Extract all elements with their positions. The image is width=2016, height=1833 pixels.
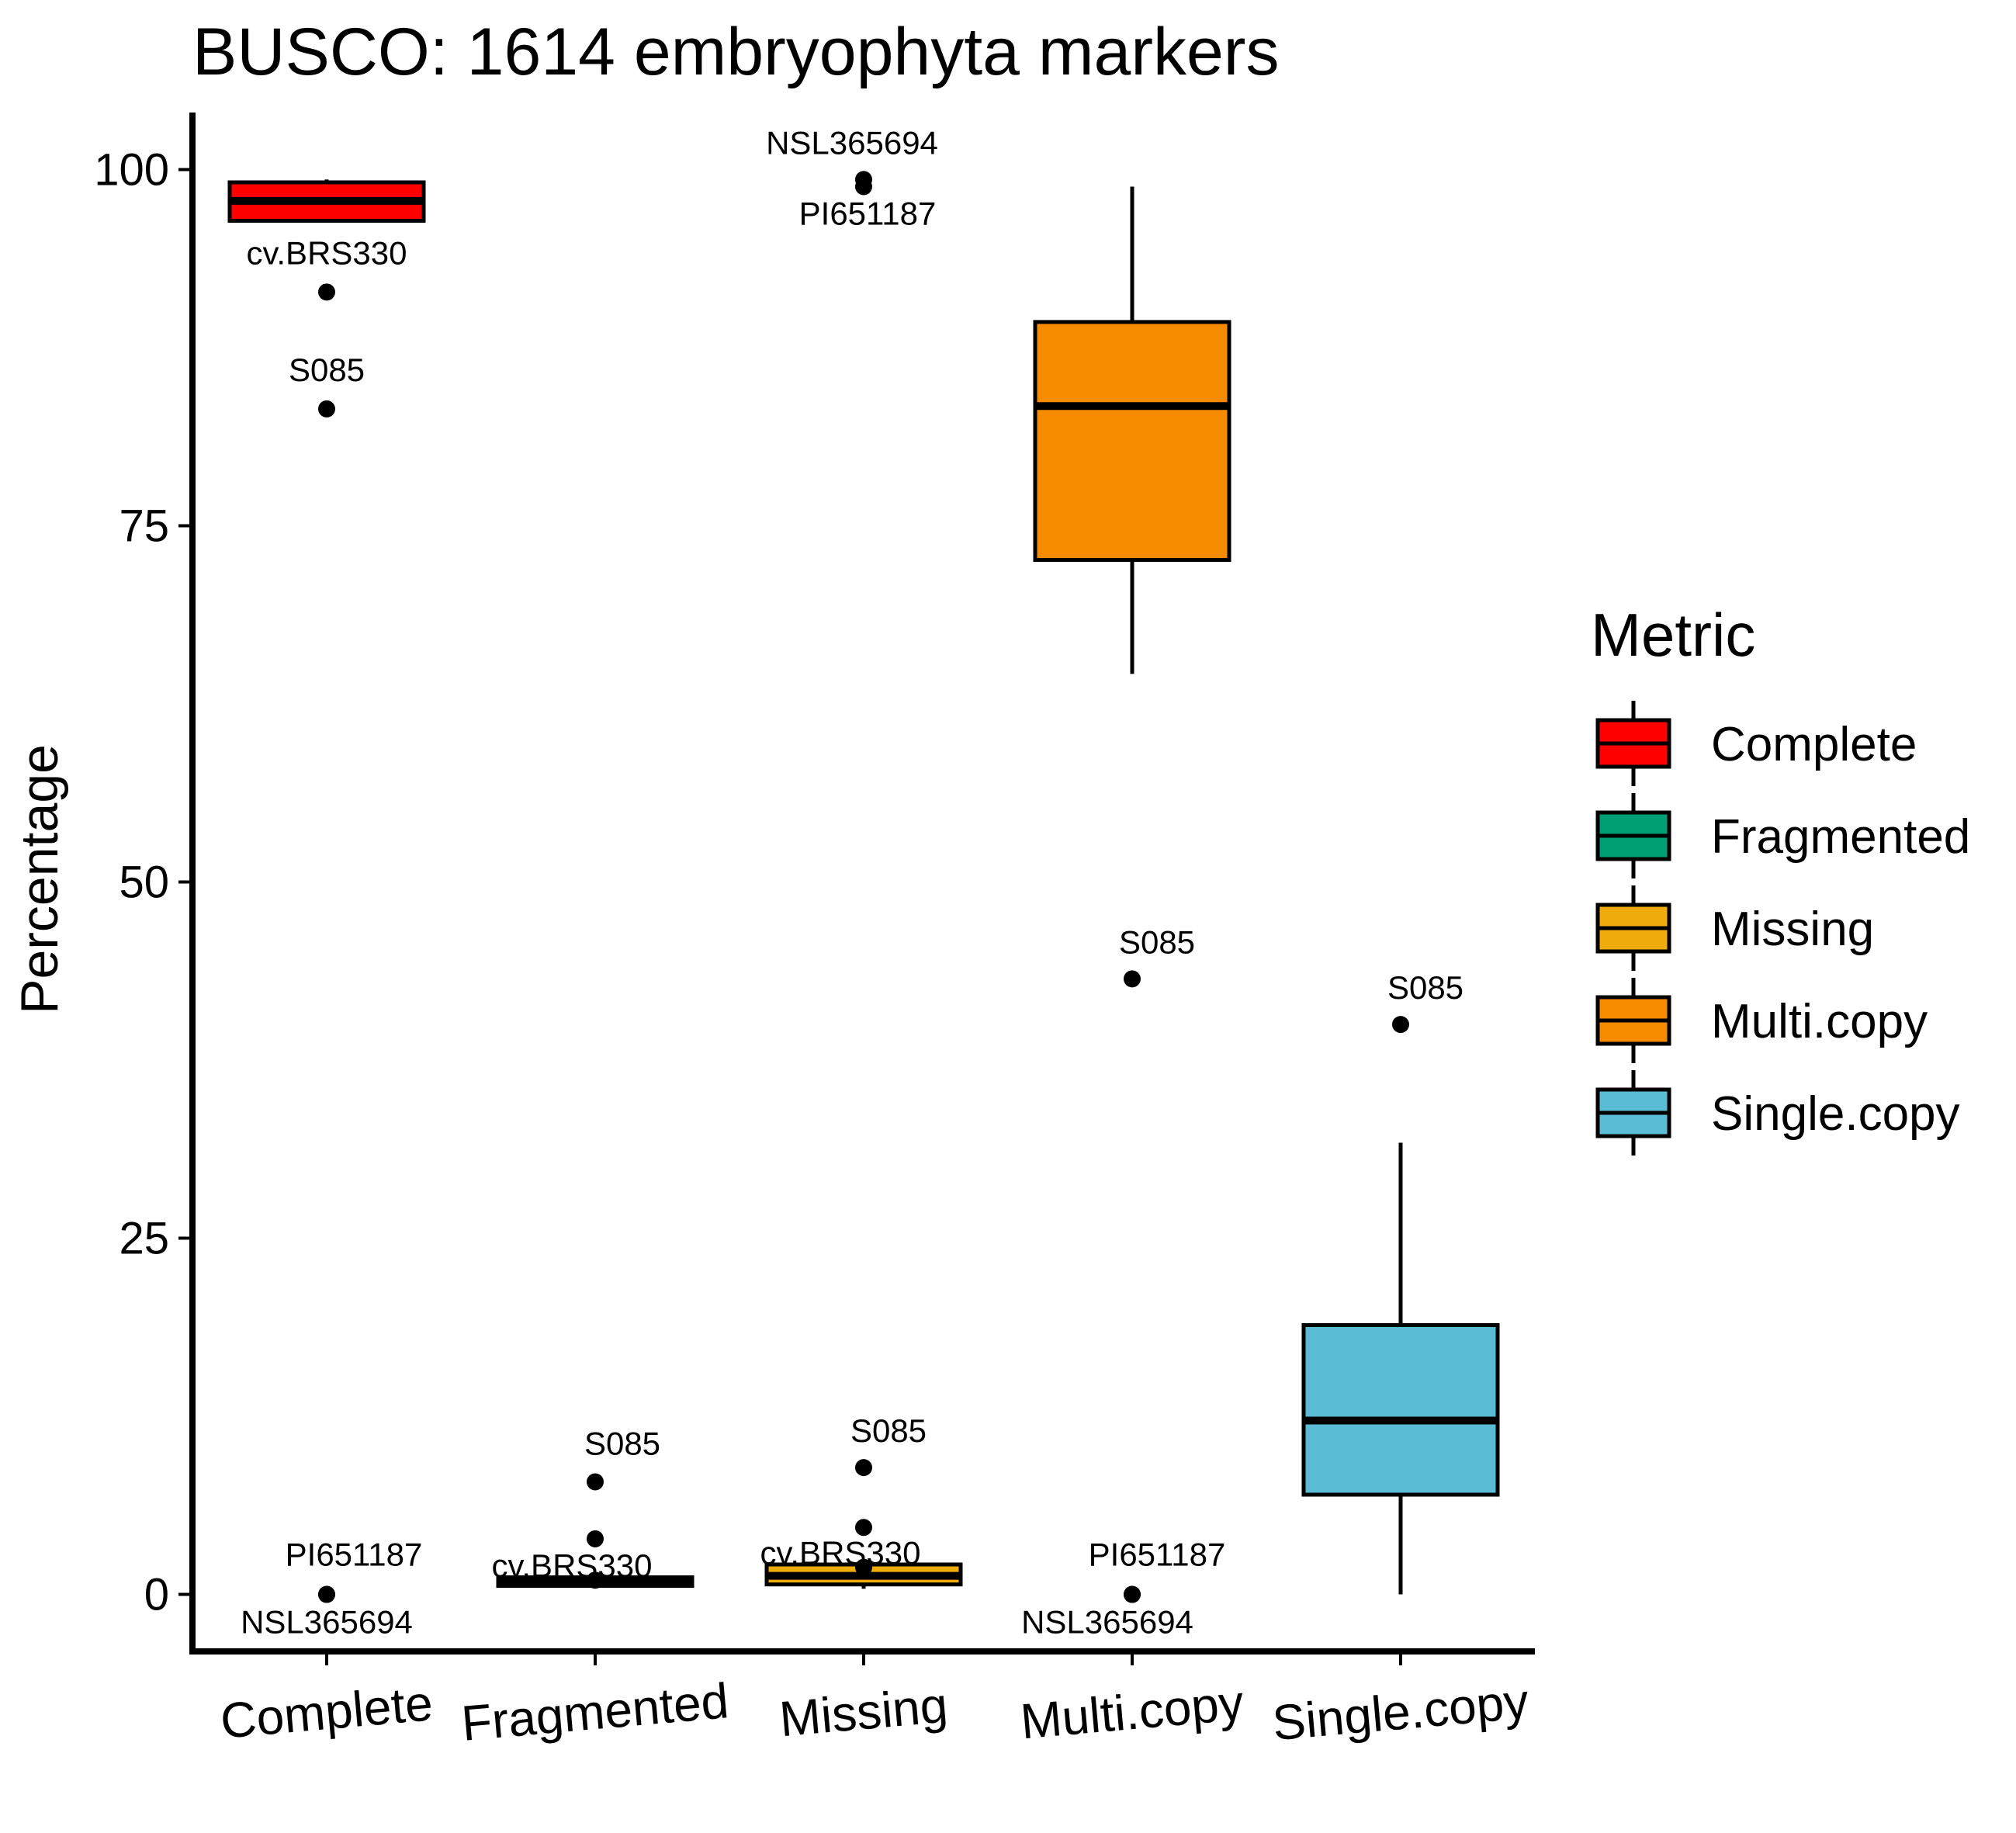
legend-entry-complete: Complete xyxy=(1595,701,1917,786)
outlier-label-missing-4: PI651187 xyxy=(799,195,937,231)
outlier-point-fragmented-1 xyxy=(587,1530,604,1547)
outlier-label-fragmented-0: S085 xyxy=(584,1426,660,1462)
outlier-point-complete-3 xyxy=(318,1585,335,1603)
legend-title: Metric xyxy=(1591,601,1755,669)
outlier-label-fragmented-2: cv.BRS330 xyxy=(492,1547,653,1584)
legend-entry-missing: Missing xyxy=(1595,885,1874,971)
legend-entry-multi-copy: Multi.copy xyxy=(1595,978,1928,1063)
x-tick-label-fragmented: Fragmented xyxy=(459,1672,731,1752)
legend-entry-single-copy: Single.copy xyxy=(1595,1070,1960,1156)
outlier-point-complete-0 xyxy=(318,283,335,301)
outlier-label-multi-copy-2: NSL365694 xyxy=(1021,1604,1193,1641)
box-iqr-single-copy xyxy=(1301,1323,1500,1497)
legend-label-fragmented: Fragmented xyxy=(1711,810,1970,864)
outlier-point-complete-1 xyxy=(318,400,335,418)
box-multi-copy xyxy=(1033,186,1231,674)
legend: Complete Fragmented Missing Multi.copy Singl… xyxy=(1595,701,1970,1156)
x-tick-label-single-copy: Single.copy xyxy=(1270,1673,1531,1752)
box-single-copy xyxy=(1301,1142,1500,1595)
outlier-point-fragmented-2 xyxy=(587,1571,604,1589)
outlier-label-complete-3: NSL365694 xyxy=(241,1604,413,1641)
outlier-label-missing-2: cv.BRS330 xyxy=(760,1535,921,1571)
x-tick-label-multi-copy: Multi.copy xyxy=(1018,1675,1245,1750)
outlier-label-missing-3: NSL365694 xyxy=(766,124,938,161)
outlier-label-complete-1: S085 xyxy=(289,352,365,388)
legend-entry-fragmented: Fragmented xyxy=(1595,793,1970,878)
legend-label-single-copy: Single.copy xyxy=(1711,1087,1960,1141)
y-tick-label-100: 100 xyxy=(94,144,169,195)
plot-area: 0 25 50 75 100 Complete Fragmented Missing Multi… xyxy=(94,113,1535,1752)
outlier-point-missing-0 xyxy=(855,1459,872,1477)
box-iqr-multi-copy xyxy=(1033,320,1231,563)
outlier-label-missing-0: S085 xyxy=(850,1412,927,1449)
outlier-label-complete-0: cv.BRS330 xyxy=(247,234,407,271)
legend-label-multi-copy: Multi.copy xyxy=(1711,995,1928,1048)
outlier-label-complete-2: PI651187 xyxy=(286,1537,423,1573)
outlier-point-fragmented-0 xyxy=(587,1473,604,1491)
outlier-label-multi-copy-0: S085 xyxy=(1119,923,1195,960)
y-tick-label-25: 25 xyxy=(119,1214,169,1264)
y-tick-label-0: 0 xyxy=(144,1570,169,1620)
outlier-point-multi-copy-0 xyxy=(1124,970,1141,988)
y-axis-label: Percentage xyxy=(10,744,69,1014)
outlier-point-missing-4 xyxy=(855,178,872,196)
x-tick-label-complete: Complete xyxy=(218,1675,435,1749)
outlier-point-missing-2 xyxy=(855,1558,872,1576)
legend-label-missing: Missing xyxy=(1711,903,1874,956)
chart-title: BUSCO: 1614 embryophyta markers xyxy=(192,15,1279,89)
outlier-point-missing-1 xyxy=(855,1519,872,1537)
box-complete xyxy=(227,179,426,223)
outlier-point-multi-copy-2 xyxy=(1124,1585,1141,1603)
outlier-label-single-copy-0: S085 xyxy=(1387,969,1464,1006)
outlier-point-single-copy-0 xyxy=(1392,1016,1409,1034)
outlier-label-multi-copy-1: PI651187 xyxy=(1089,1537,1226,1573)
legend-label-complete: Complete xyxy=(1711,718,1917,771)
y-tick-label-50: 50 xyxy=(119,858,169,908)
y-tick-label-75: 75 xyxy=(119,501,169,551)
x-tick-label-missing: Missing xyxy=(778,1677,950,1748)
